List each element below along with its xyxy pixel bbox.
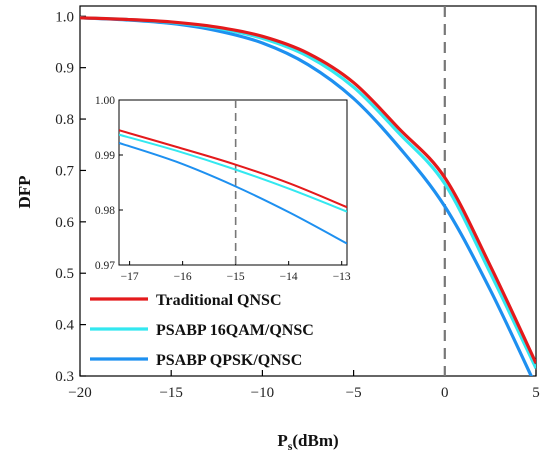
legend-label-1: PSABP 16QAM/QNSC [156, 322, 314, 339]
inset-x-tick-label: −14 [280, 271, 298, 283]
inset-series-line-0 [119, 129, 347, 209]
inset-ticks: −17 −16 −15 −14 −13 0.97 0.98 0.99 1.00 [95, 95, 351, 283]
y-tick-label: 0.8 [55, 112, 74, 128]
inset-x-tick-label: −13 [333, 271, 351, 283]
y-tick-label: 0.6 [55, 215, 74, 231]
y-tick-label: 1.0 [55, 9, 74, 25]
x-tick-label: −20 [68, 385, 91, 401]
y-tick-label: 0.7 [55, 163, 74, 179]
plot-frame [79, 5, 537, 377]
x-axis-title-sub: s [288, 439, 293, 453]
y-axis-title: DFP [15, 175, 34, 208]
y-tick-label: 0.3 [55, 369, 74, 385]
x-tick-label: −15 [159, 385, 182, 401]
legend-label-2: PSABP QPSK/QNSC [156, 352, 302, 369]
inset-x-tick-label: −17 [121, 271, 139, 283]
x-axis-title: Ps(dBm) [277, 431, 338, 453]
legend: Traditional QNSC PSABP 16QAM/QNSC PSABP QP… [90, 292, 314, 369]
y-tick-label: 0.5 [55, 266, 74, 282]
x-tick-label: −5 [346, 385, 362, 401]
inset-y-tick-label: 0.97 [95, 260, 115, 272]
main-series [80, 16, 536, 376]
inset-series-line-1 [119, 133, 347, 213]
series-line-0 [80, 16, 536, 364]
legend-label-0: Traditional QNSC [156, 292, 282, 309]
x-tick-label: −10 [251, 385, 274, 401]
inset-y-tick-label: 1.00 [95, 95, 115, 107]
y-tick-label: 0.4 [55, 318, 74, 334]
inset-series [119, 129, 347, 245]
inset-y-tick-label: 0.98 [95, 205, 115, 217]
x-tick-label: 0 [441, 385, 449, 401]
inset-x-tick-label: −16 [174, 271, 192, 283]
y-tick-label: 0.9 [55, 61, 74, 77]
inset-x-tick-label: −15 [227, 271, 245, 283]
x-axis-title-unit: (dBm) [292, 431, 338, 450]
inset-plot: −17 −16 −15 −14 −13 0.97 0.98 0.99 1.00 [95, 95, 351, 283]
inset-series-line-2 [119, 141, 347, 245]
x-axis-title-main: P [277, 431, 287, 450]
inset-frame [118, 99, 348, 266]
x-tick-label: 5 [532, 385, 540, 401]
inset-y-tick-label: 0.99 [95, 150, 115, 162]
